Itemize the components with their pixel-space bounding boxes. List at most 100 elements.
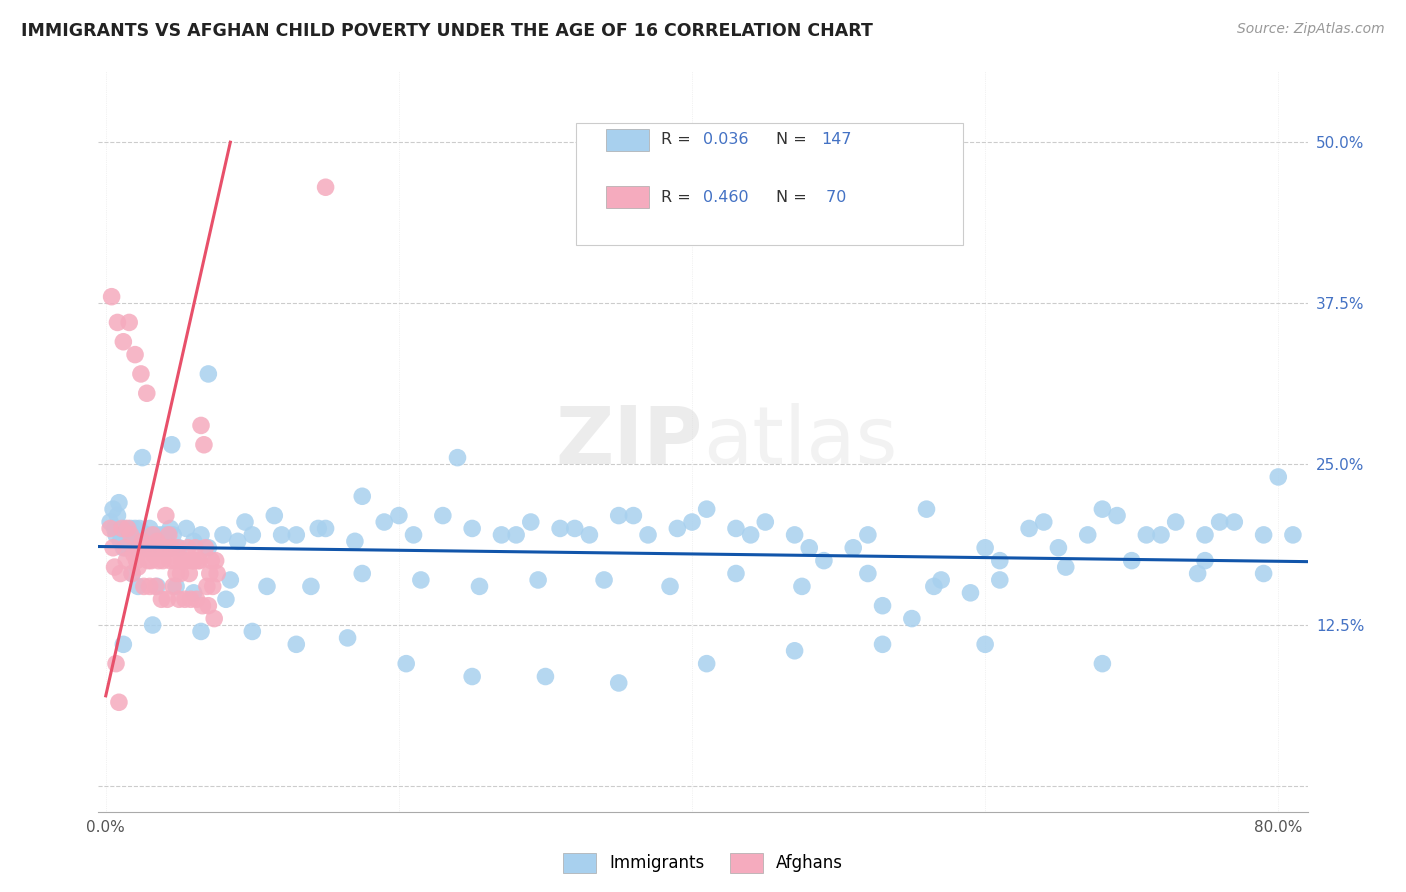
Point xyxy=(155,534,177,549)
Point xyxy=(114,541,136,555)
Legend: Immigrants, Afghans: Immigrants, Afghans xyxy=(555,847,851,880)
Point xyxy=(1077,528,1099,542)
Point xyxy=(1032,515,1054,529)
Point xyxy=(527,573,550,587)
Point xyxy=(101,502,124,516)
FancyBboxPatch shape xyxy=(606,129,648,152)
Point xyxy=(184,541,207,555)
Point xyxy=(118,315,141,329)
Point xyxy=(165,579,187,593)
Point xyxy=(135,386,157,401)
Point xyxy=(856,528,879,542)
Point xyxy=(637,528,659,542)
Point xyxy=(134,541,156,555)
Point xyxy=(159,554,181,568)
Text: 147: 147 xyxy=(821,132,852,147)
Point xyxy=(181,554,204,568)
Point xyxy=(219,573,242,587)
Point xyxy=(1091,502,1114,516)
Point xyxy=(256,579,278,593)
Point xyxy=(212,528,235,542)
Point xyxy=(143,547,166,561)
Point xyxy=(1121,554,1143,568)
Point xyxy=(813,554,835,568)
Point xyxy=(505,528,527,542)
Point xyxy=(388,508,411,523)
Point xyxy=(593,573,616,587)
Point xyxy=(149,541,172,555)
Point xyxy=(128,521,150,535)
Point xyxy=(150,534,173,549)
Point xyxy=(101,541,124,555)
Point xyxy=(103,560,125,574)
Point xyxy=(100,290,122,304)
Point xyxy=(197,599,219,613)
Point xyxy=(138,521,160,535)
Point xyxy=(607,676,630,690)
Point xyxy=(163,554,186,568)
Point xyxy=(1223,515,1246,529)
Point xyxy=(790,579,813,593)
Point xyxy=(204,554,226,568)
Point xyxy=(270,528,292,542)
Text: N =: N = xyxy=(776,132,811,147)
Point xyxy=(108,496,131,510)
Point xyxy=(201,579,224,593)
Point xyxy=(112,637,135,651)
Point xyxy=(402,528,425,542)
Point xyxy=(193,438,215,452)
Point xyxy=(165,566,187,581)
Point xyxy=(152,554,174,568)
Point xyxy=(1194,528,1216,542)
Point xyxy=(202,611,225,625)
Point xyxy=(191,599,214,613)
Point xyxy=(166,541,188,555)
Point xyxy=(1282,528,1305,542)
Point xyxy=(107,315,129,329)
Point xyxy=(111,521,134,535)
Point xyxy=(922,579,945,593)
Point xyxy=(856,566,879,581)
Point xyxy=(988,554,1011,568)
Point xyxy=(114,521,136,535)
Point xyxy=(1187,566,1209,581)
Point xyxy=(148,528,170,542)
Point xyxy=(160,541,183,555)
Point xyxy=(548,521,571,535)
Point xyxy=(659,579,682,593)
Point xyxy=(315,521,337,535)
Point xyxy=(183,554,205,568)
Point xyxy=(468,579,491,593)
Point xyxy=(1253,566,1275,581)
Point xyxy=(157,541,180,555)
Point xyxy=(1054,560,1077,574)
Point xyxy=(174,592,197,607)
Point xyxy=(162,528,184,542)
Point xyxy=(186,592,208,607)
Point xyxy=(156,592,179,607)
Point xyxy=(409,573,432,587)
Point xyxy=(136,554,159,568)
Point xyxy=(194,541,217,555)
Point xyxy=(132,579,155,593)
Point xyxy=(520,515,543,529)
Point xyxy=(121,566,143,581)
Point xyxy=(177,541,200,555)
Point xyxy=(105,528,128,542)
Point xyxy=(1091,657,1114,671)
Point xyxy=(98,515,121,529)
Point xyxy=(103,521,125,535)
Point xyxy=(110,566,132,581)
Point xyxy=(155,508,177,523)
Point xyxy=(115,528,138,542)
Point xyxy=(1105,508,1128,523)
Text: IMMIGRANTS VS AFGHAN CHILD POVERTY UNDER THE AGE OF 16 CORRELATION CHART: IMMIGRANTS VS AFGHAN CHILD POVERTY UNDER… xyxy=(21,22,873,40)
Point xyxy=(190,624,212,639)
Point xyxy=(138,579,160,593)
Point xyxy=(107,508,129,523)
Point xyxy=(1253,528,1275,542)
Point xyxy=(146,579,169,593)
Point xyxy=(1208,515,1230,529)
Point xyxy=(198,566,221,581)
Point xyxy=(98,521,121,535)
